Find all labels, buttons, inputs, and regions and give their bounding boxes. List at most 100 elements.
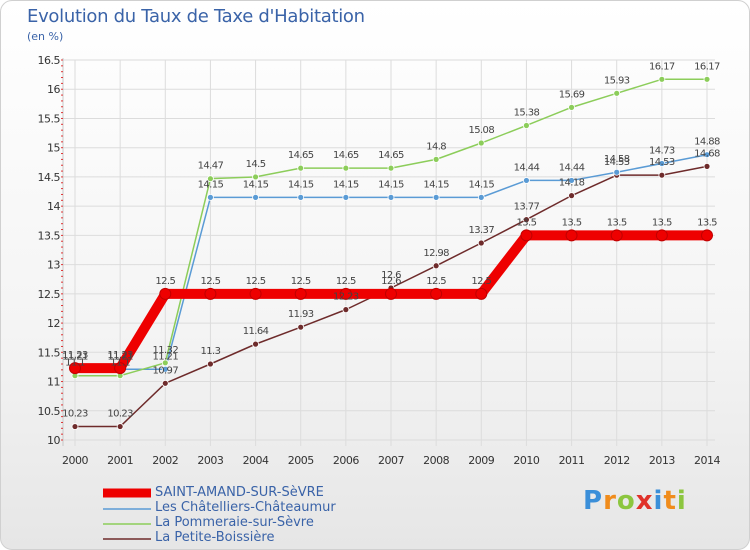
data-point-saint-amand <box>520 229 533 242</box>
data-point-petite-boissiere <box>207 360 214 368</box>
x-tick-label: 2011 <box>559 454 585 467</box>
data-point-saint-amand <box>655 229 668 242</box>
data-point-pommeraie <box>658 75 666 83</box>
data-label-saint-amand: 11.23 <box>107 350 133 361</box>
y-tick-label: 12.5 <box>38 288 61 301</box>
data-label-chatelliers: 14.15 <box>423 179 449 190</box>
data-point-pommeraie <box>568 103 575 111</box>
data-point-chatelliers <box>703 151 711 159</box>
legend-swatch-chatelliers <box>103 508 151 510</box>
y-tick-label: 15.5 <box>38 112 61 125</box>
data-label-pommeraie: 15.08 <box>468 125 494 136</box>
data-point-saint-amand <box>294 287 307 300</box>
data-point-pommeraie <box>387 164 395 172</box>
data-point-chatelliers <box>658 160 666 167</box>
data-point-chatelliers <box>613 168 621 176</box>
data-label-saint-amand: 12.5 <box>426 276 446 287</box>
logo-letter: i <box>653 486 664 516</box>
x-tick-label: 2004 <box>243 454 269 467</box>
x-tick-label: 2002 <box>152 454 178 467</box>
data-label-pommeraie: 14.8 <box>426 141 446 152</box>
y-tick-label: 15 <box>47 142 60 155</box>
data-point-chatelliers <box>161 365 169 373</box>
data-point-chatelliers <box>477 193 485 201</box>
legend-swatch-pommeraie <box>103 523 151 525</box>
data-label-saint-amand: 13.5 <box>652 217 672 228</box>
data-label-pommeraie: 11.1 <box>65 358 85 369</box>
x-tick-label: 2008 <box>423 454 449 467</box>
legend-label-saint-amand: SAINT-AMAND-SUR-SèVRE <box>155 485 324 500</box>
data-label-petite-boissiere: 13.37 <box>468 225 494 236</box>
data-point-saint-amand <box>114 362 127 375</box>
data-label-chatelliers: 14.15 <box>198 179 224 190</box>
data-label-petite-boissiere: 10.97 <box>152 365 178 376</box>
y-tick-label: 10 <box>47 434 60 447</box>
x-tick-label: 2000 <box>62 454 88 467</box>
logo-letter: t <box>663 486 677 516</box>
data-point-chatelliers <box>207 193 214 201</box>
data-label-petite-boissiere: 11.3 <box>200 346 220 357</box>
data-point-chatelliers <box>252 193 259 201</box>
data-label-petite-boissiere: 13.77 <box>514 202 540 213</box>
y-tick-label: 11 <box>47 376 60 389</box>
legend-label-petite-boissiere: La Petite-Boissière <box>155 530 275 545</box>
x-tick-label: 2010 <box>513 454 539 467</box>
data-label-pommeraie: 15.69 <box>559 89 585 100</box>
data-label-pommeraie: 16.17 <box>649 61 675 72</box>
legend-label-pommeraie: La Pommeraie-sur-Sèvre <box>155 515 314 530</box>
data-label-saint-amand: 12.5 <box>200 276 220 287</box>
data-point-chatelliers <box>432 193 440 201</box>
data-point-petite-boissiere <box>342 306 350 314</box>
data-point-pommeraie <box>252 173 259 181</box>
data-point-pommeraie <box>477 139 485 147</box>
y-tick-label: 16 <box>47 83 60 96</box>
chart-title: Evolution du Taux de Taxe d'Habitation <box>27 6 365 27</box>
x-tick-label: 2001 <box>107 454 133 467</box>
logo-letter: x <box>635 486 654 516</box>
data-label-petite-boissiere: 14.68 <box>694 148 720 159</box>
x-tick-label: 2014 <box>694 454 720 467</box>
data-label-pommeraie: 14.47 <box>198 161 224 172</box>
x-tick-label: 2009 <box>468 454 494 467</box>
legend-swatch-saint-amand <box>103 488 151 498</box>
data-label-pommeraie: 11.32 <box>152 345 178 356</box>
x-tick-label: 2006 <box>333 454 359 467</box>
data-point-saint-amand <box>610 229 623 242</box>
data-label-petite-boissiere: 12.23 <box>333 292 359 303</box>
data-label-petite-boissiere: 12.98 <box>423 248 449 259</box>
data-label-chatelliers: 14.44 <box>514 162 540 173</box>
data-point-chatelliers <box>297 193 305 201</box>
y-tick-label: 12 <box>47 317 60 330</box>
data-label-petite-boissiere: 14.53 <box>604 157 630 168</box>
data-point-petite-boissiere <box>658 171 666 179</box>
data-label-petite-boissiere: 14.53 <box>649 157 675 168</box>
data-label-saint-amand: 13.5 <box>562 217 582 228</box>
data-point-petite-boissiere <box>116 423 124 430</box>
y-tick-label: 16.5 <box>38 54 61 67</box>
chart-unit: (en %) <box>27 30 64 43</box>
data-point-saint-amand <box>339 287 352 300</box>
data-point-petite-boissiere <box>477 239 485 247</box>
y-tick-label: 13 <box>47 259 60 272</box>
data-point-saint-amand <box>159 287 172 300</box>
data-label-chatelliers: 11.21 <box>152 351 178 362</box>
data-label-chatelliers: 14.73 <box>649 145 675 156</box>
data-point-petite-boissiere <box>703 162 711 170</box>
logo-letter: i <box>676 486 687 516</box>
data-label-chatelliers: 14.44 <box>559 162 585 173</box>
data-point-saint-amand <box>204 287 217 300</box>
data-point-petite-boissiere <box>568 192 575 200</box>
y-tick-label: 10.5 <box>38 405 61 418</box>
data-label-saint-amand: 12.5 <box>246 276 266 287</box>
data-label-saint-amand: 13.5 <box>516 217 536 228</box>
data-point-petite-boissiere <box>161 379 169 387</box>
logo-letter: P <box>583 486 604 516</box>
data-label-saint-amand: 12.5 <box>155 276 175 287</box>
data-label-pommeraie: 14.65 <box>333 150 359 161</box>
x-tick-label: 2003 <box>197 454 223 467</box>
data-point-pommeraie <box>523 122 530 129</box>
data-point-chatelliers <box>387 193 395 201</box>
x-tick-label: 2007 <box>378 454 404 467</box>
